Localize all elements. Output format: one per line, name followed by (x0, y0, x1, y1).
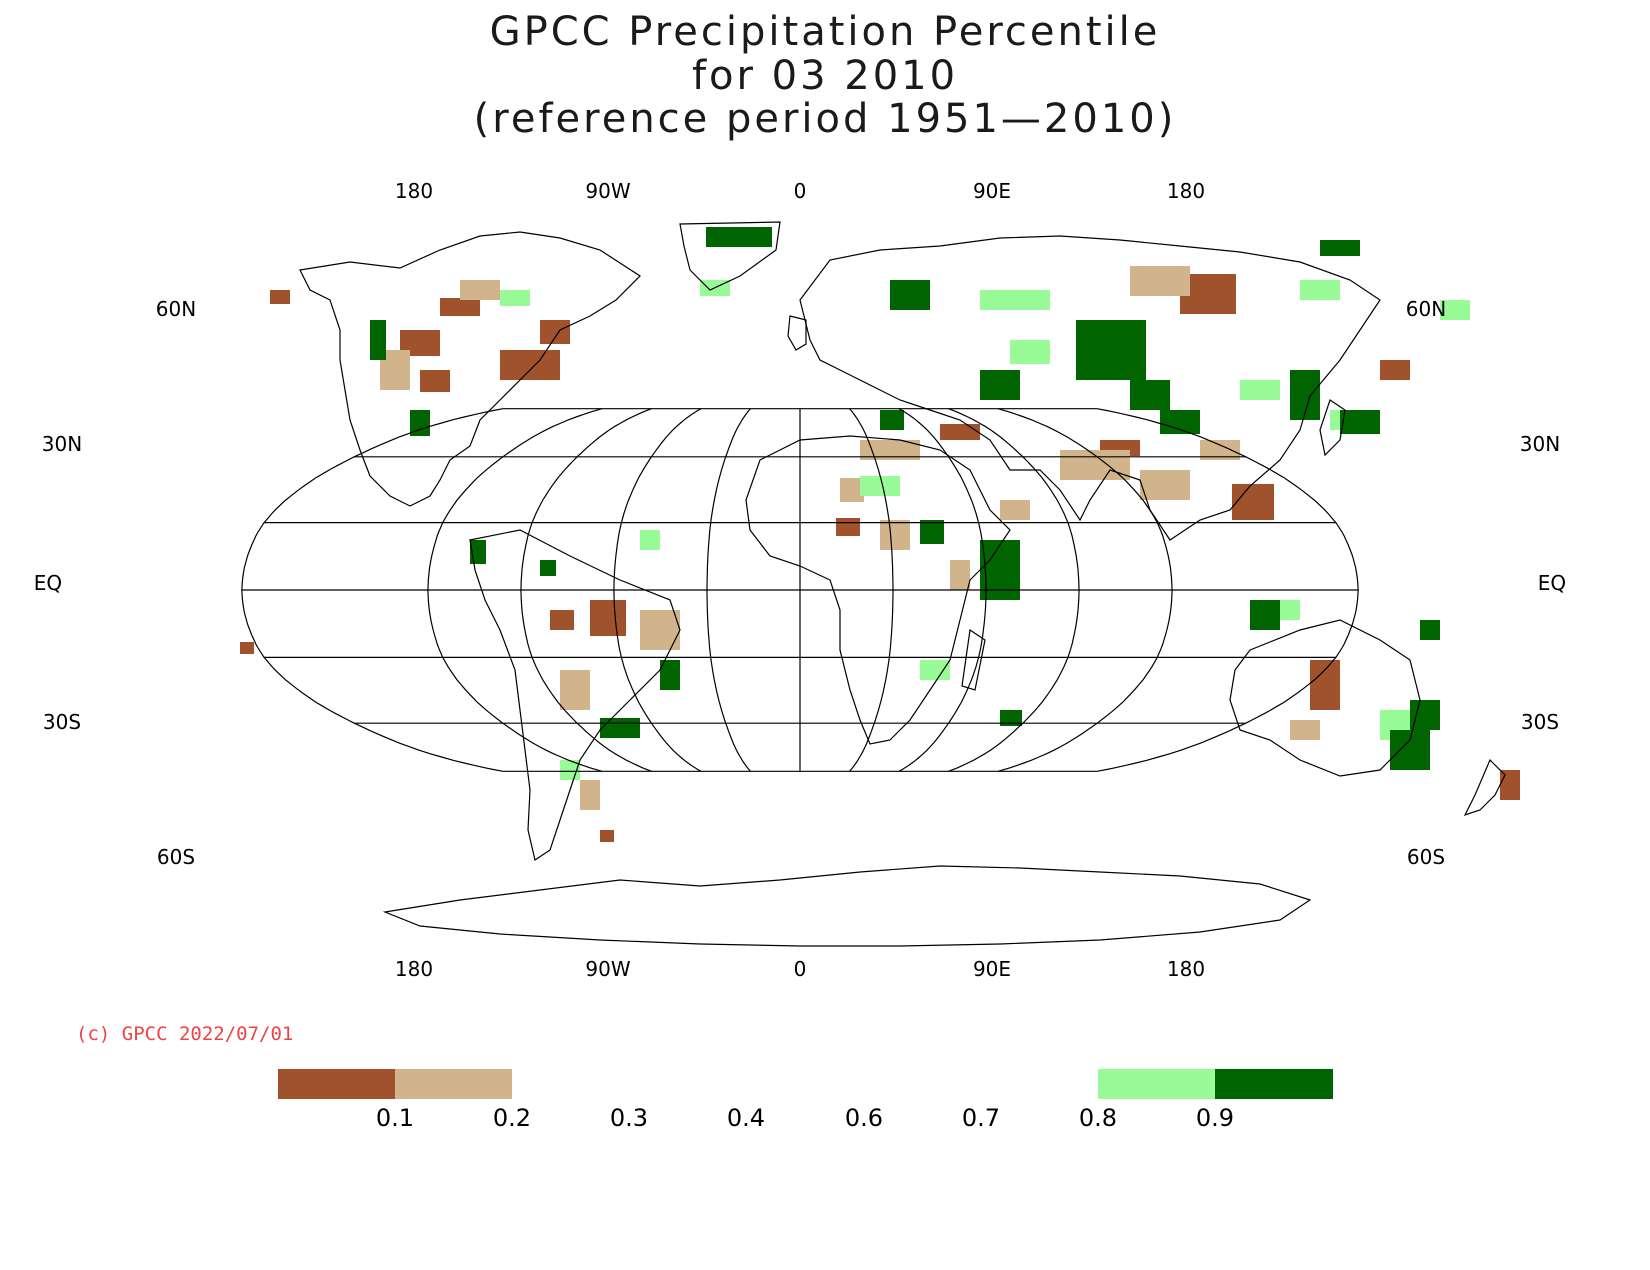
legend-box-dry (395, 1069, 512, 1099)
copyright-note: (c) GPCC 2022/07/01 (76, 1023, 294, 1045)
lat-label-left-60s: 60S (157, 845, 195, 869)
lon-label-top-90w: 90W (585, 179, 630, 203)
lat-label-left-60n: 60N (156, 297, 196, 321)
legend-box-wet (1098, 1069, 1215, 1099)
lat-label-left-30n: 30N (42, 432, 82, 456)
coastline-britain (787, 315, 807, 351)
legend-box-very-wet (1215, 1069, 1333, 1099)
lon-label-top-0: 0 (794, 179, 807, 203)
lat-label-right-60n: 60N (1406, 297, 1446, 321)
legend-tick-0.9: 0.9 (1196, 1104, 1234, 1132)
coastline-japan (1319, 399, 1346, 457)
lon-label-bottom-0: 0 (794, 957, 807, 981)
lat-label-right-60s: 60S (1407, 845, 1445, 869)
lon-label-top-180e: 180 (1167, 179, 1205, 203)
legend-tick-0.1: 0.1 (376, 1104, 414, 1132)
precipitation-field (240, 227, 1520, 842)
lon-label-top-90e: 90E (973, 179, 1011, 203)
coastline-north-america (299, 231, 641, 507)
title-line-3: (reference period 1951—2010) (473, 96, 1177, 142)
legend-tick-0.3: 0.3 (610, 1104, 648, 1132)
dry-cells (380, 266, 1320, 810)
legend-tick-0.4: 0.4 (727, 1104, 765, 1132)
lat-label-right-eq: EQ (1538, 571, 1566, 595)
coastline-new-zealand (1463, 758, 1506, 817)
lat-label-left-30s: 30S (43, 710, 81, 734)
coastline-africa (745, 435, 1011, 745)
legend-tick-0.7: 0.7 (962, 1104, 1000, 1132)
lon-label-bottom-180w: 180 (395, 957, 433, 981)
lat-label-right-30s: 30S (1521, 710, 1559, 734)
coastline-australia (1229, 619, 1421, 777)
coastline-madagascar (961, 628, 986, 691)
legend-tick-0.6: 0.6 (845, 1104, 883, 1132)
very-wet-cells (370, 227, 1440, 770)
lon-label-bottom-90e: 90E (973, 957, 1011, 981)
lon-label-bottom-180e: 180 (1167, 957, 1205, 981)
graticule (241, 408, 1359, 772)
coastline-south-america (469, 529, 681, 861)
legend: 0.1 0.2 0.3 0.4 0.6 0.7 0.8 0.9 (278, 1069, 1333, 1132)
title-line-2: for 03 2010 (691, 53, 959, 99)
title-line-1: GPCC Precipitation Percentile (489, 9, 1161, 55)
lat-label-left-eq: EQ (34, 571, 62, 595)
legend-box-very-dry (278, 1069, 395, 1099)
lat-label-right-30n: 30N (1520, 432, 1560, 456)
coastlines (299, 221, 1506, 947)
coastline-antarctica (382, 865, 1312, 947)
legend-tick-0.2: 0.2 (493, 1104, 531, 1132)
lon-label-top-180w: 180 (395, 179, 433, 203)
lon-label-bottom-90w: 90W (585, 957, 630, 981)
very-dry-cells (240, 274, 1520, 842)
coastline-eurasia (799, 235, 1381, 541)
map-labels: 180 90W 0 90E 180 180 90W 0 90E 180 60N … (34, 179, 1566, 981)
coastline-greenland (679, 221, 781, 291)
legend-tick-0.8: 0.8 (1079, 1104, 1117, 1132)
